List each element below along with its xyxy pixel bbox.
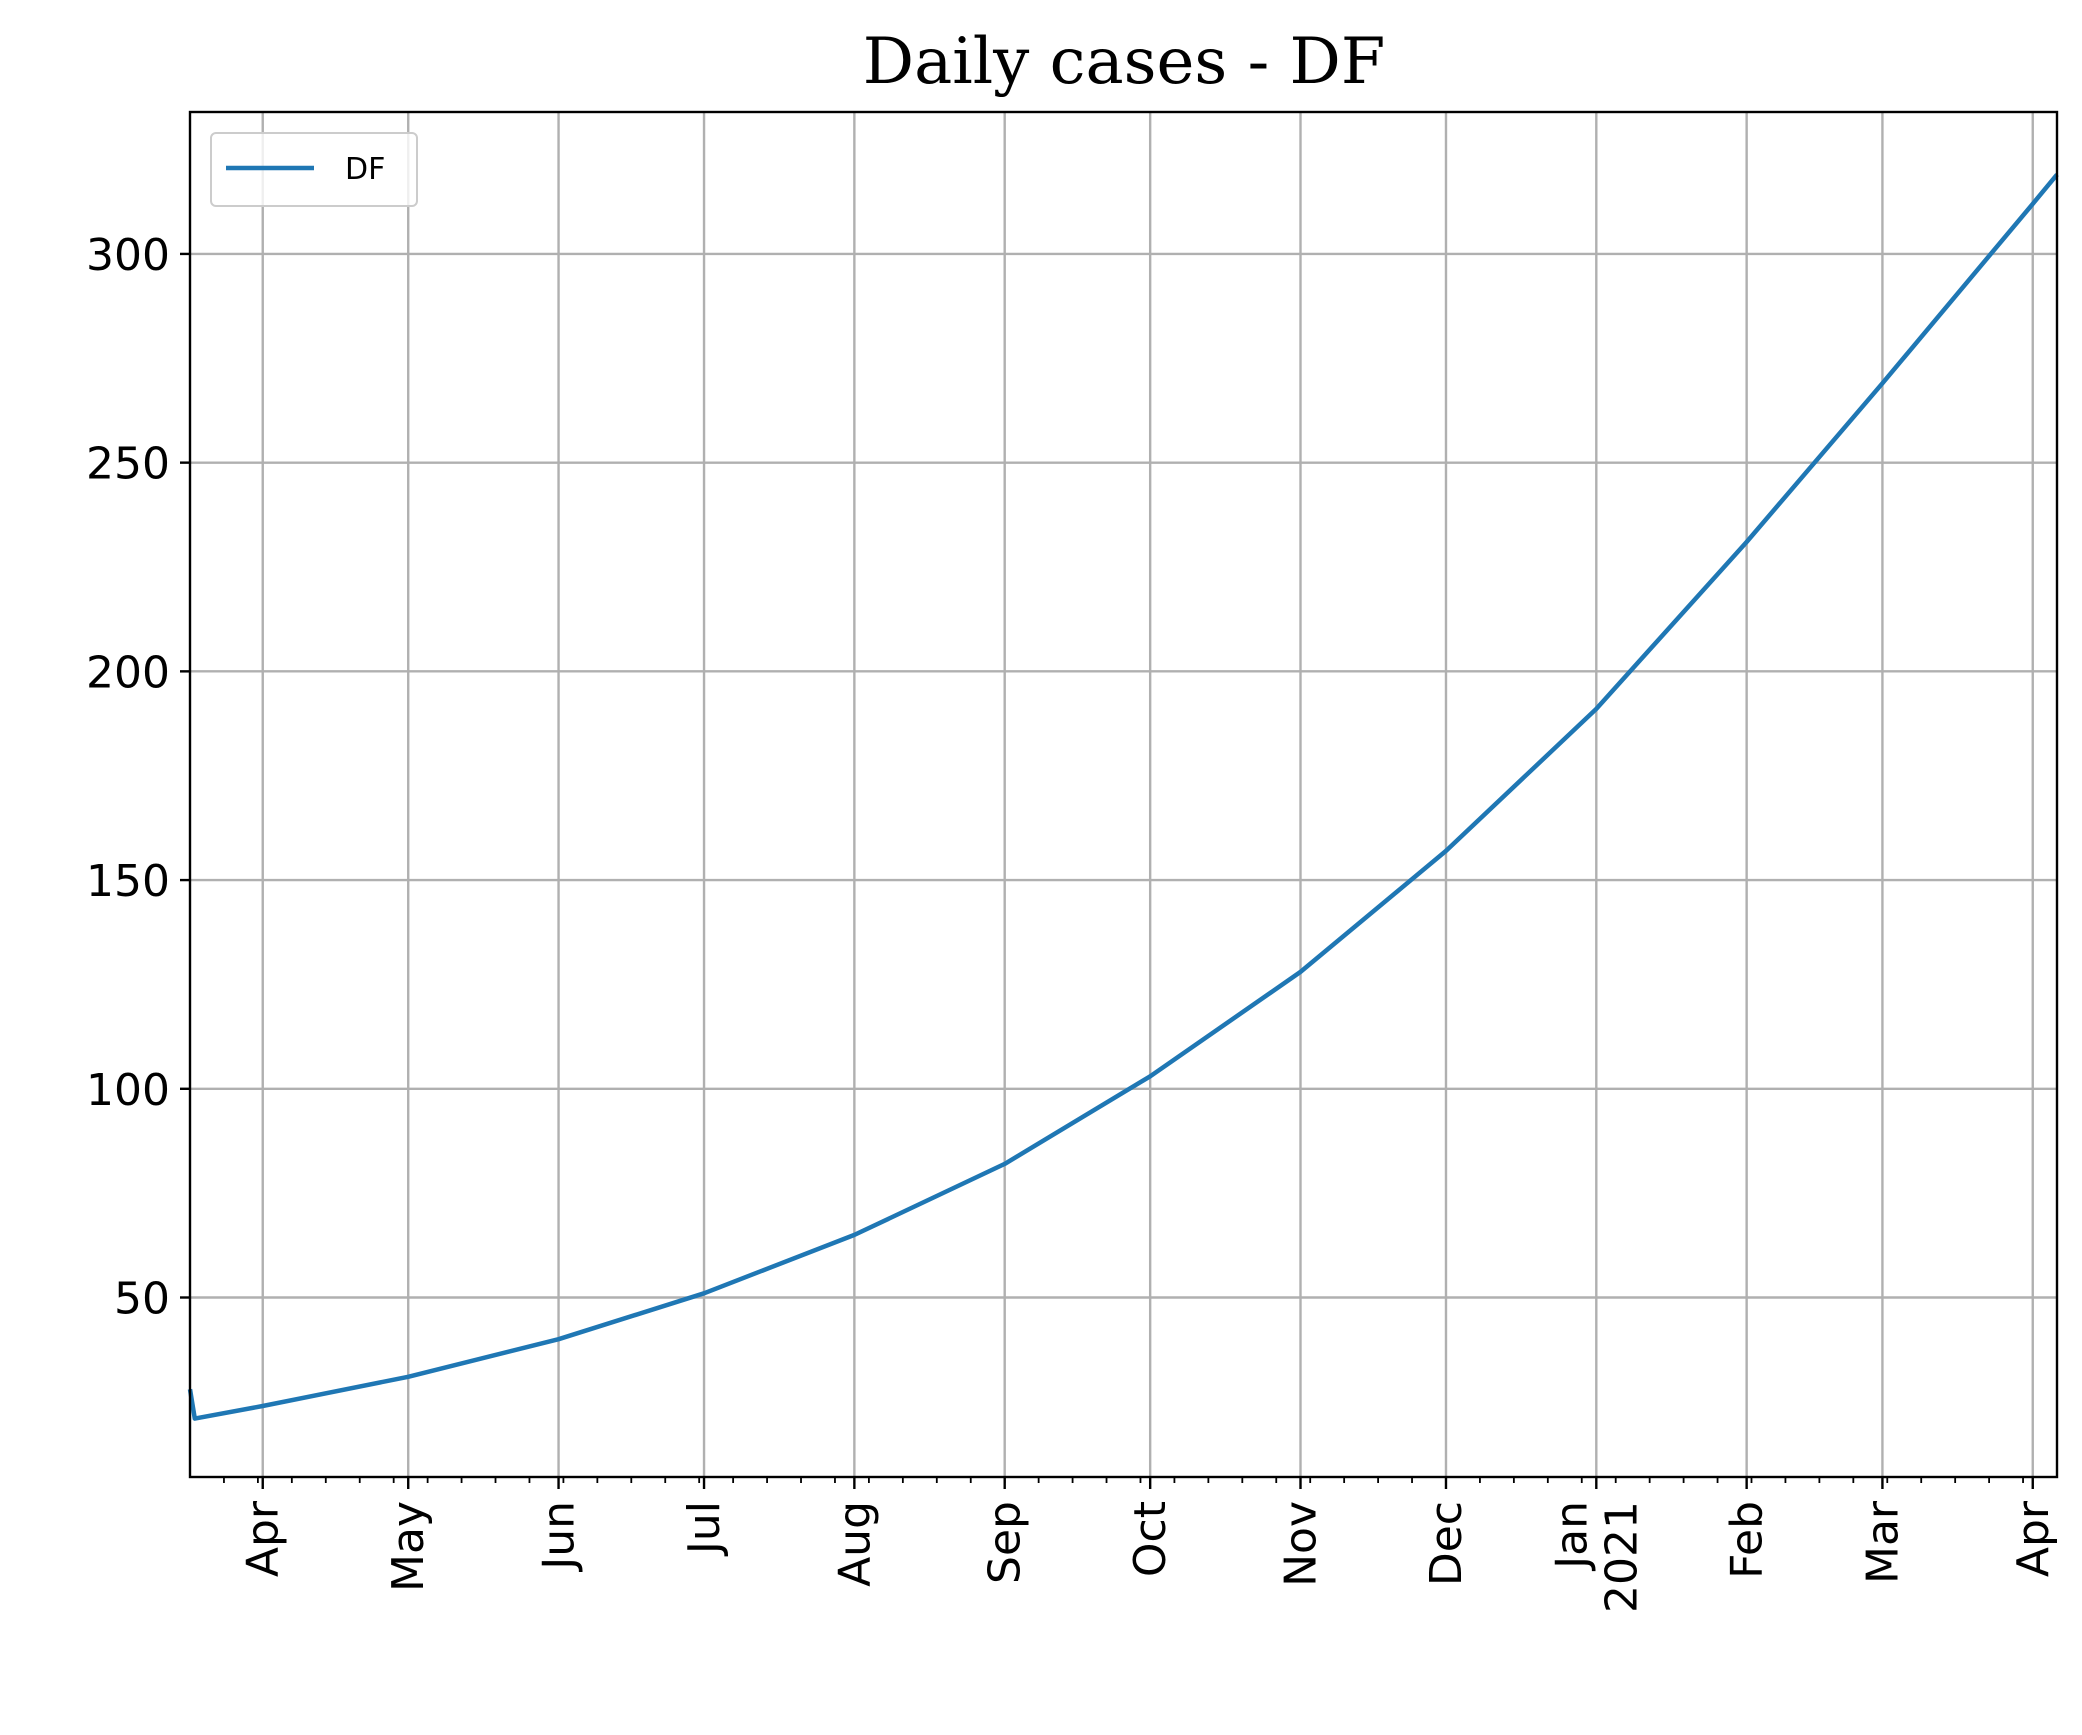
y-tick-label: 200 [86, 647, 170, 698]
series-layer [187, 173, 2059, 1421]
y-tick-label: 50 [114, 1274, 170, 1325]
x-tick-label: Jul [679, 1501, 730, 1557]
y-tick-label: 150 [86, 856, 170, 907]
x-tick-label: Dec [1421, 1501, 1472, 1586]
series-line-df [187, 173, 2059, 1421]
x-tick-label: Mar [1857, 1500, 1908, 1584]
x-tick-label: Feb [1722, 1501, 1773, 1579]
x-tick-label: Jan [1546, 1501, 1597, 1572]
legend-label-df: DF [345, 152, 385, 187]
plot-area-frame [188, 110, 2059, 1479]
x-tick-label: May [383, 1501, 434, 1592]
x-tick-label: Apr [2008, 1500, 2059, 1577]
grid-layer [190, 112, 2057, 1477]
y-tick-label: 250 [86, 439, 170, 490]
chart-title: Daily cases - DF [863, 25, 1386, 99]
x-tick-label: Apr [238, 1500, 289, 1577]
x-tick-label: Oct [1125, 1501, 1176, 1577]
y-tick-label: 100 [86, 1065, 170, 1116]
tick-layer: 50 100 150 200 250 300 Apr May Jun Jul Aug Sep Oct No… [86, 230, 2059, 1613]
x-tick-label: 2021 [1596, 1501, 1647, 1613]
y-tick-label: 300 [86, 230, 170, 281]
x-tick-label: Sep [980, 1501, 1031, 1584]
x-tick-label: Aug [829, 1501, 880, 1587]
x-tick-label: Nov [1276, 1501, 1327, 1587]
legend: DF [210, 132, 418, 207]
x-tick-label: Jun [534, 1501, 585, 1573]
